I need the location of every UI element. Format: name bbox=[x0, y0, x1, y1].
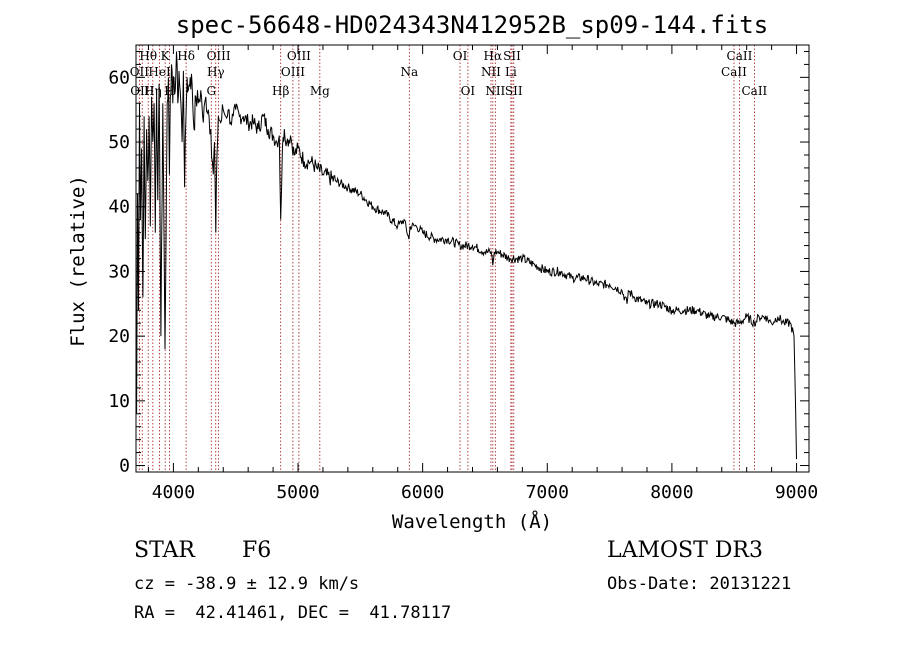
x-tick-label: 5000 bbox=[276, 482, 319, 503]
y-tick-label: 0 bbox=[119, 456, 130, 477]
line-label: OIII bbox=[287, 49, 311, 63]
line-label: Mg bbox=[310, 84, 330, 98]
y-axis-label: Flux (relative) bbox=[67, 175, 89, 347]
chart-title: spec-56648-HD024343N412952B_sp09-144.fit… bbox=[176, 11, 768, 39]
line-label: OIII bbox=[207, 49, 231, 63]
y-tick-label: 60 bbox=[108, 67, 130, 88]
x-tick-label: 9000 bbox=[775, 482, 818, 503]
line-label: K bbox=[161, 49, 171, 63]
line-label: Hβ bbox=[272, 84, 289, 98]
line-label: Hη bbox=[144, 84, 162, 98]
line-label: OIII bbox=[281, 65, 305, 79]
x-tick-label: 7000 bbox=[526, 482, 569, 503]
line-label: Hγ bbox=[207, 65, 225, 79]
line-label: NII bbox=[481, 65, 501, 79]
coordinates: RA = 42.41461, DEC = 41.78117 bbox=[134, 603, 452, 623]
x-tick-label: 8000 bbox=[650, 482, 693, 503]
redshift-velocity: cz = -38.9 ± 12.9 km/s bbox=[134, 574, 360, 594]
plot-frame bbox=[135, 44, 810, 473]
line-label: HeI bbox=[148, 65, 171, 79]
line-label: OI bbox=[461, 84, 476, 98]
object-class: STAR bbox=[134, 538, 195, 563]
line-label: NII bbox=[485, 84, 505, 98]
survey-name: LAMOST DR3 bbox=[607, 538, 763, 563]
line-label: CaII bbox=[721, 65, 747, 79]
x-tick-label: 4000 bbox=[152, 482, 195, 503]
spectrum-line bbox=[135, 51, 797, 460]
y-tick-label: 40 bbox=[108, 197, 130, 218]
line-label: CaII bbox=[727, 49, 753, 63]
line-label: Hθ bbox=[139, 49, 157, 63]
x-tick-label: 6000 bbox=[401, 482, 444, 503]
object-subclass: F6 bbox=[242, 538, 272, 563]
line-label: CaII bbox=[741, 84, 767, 98]
line-label: Hα bbox=[484, 49, 503, 63]
line-label: Hδ bbox=[177, 49, 195, 63]
line-label: G bbox=[206, 84, 216, 98]
line-markers bbox=[138, 45, 755, 472]
y-tick-label: 30 bbox=[108, 261, 130, 282]
line-label: Li bbox=[505, 65, 517, 79]
x-axis: 4000 5000 6000 7000 8000 9000 bbox=[147, 45, 818, 503]
line-label: SII bbox=[505, 84, 523, 98]
line-label: OI bbox=[453, 49, 468, 63]
y-tick-label: 10 bbox=[108, 391, 130, 412]
observation-date: Obs-Date: 20131221 bbox=[607, 574, 792, 594]
line-label: SII bbox=[503, 49, 521, 63]
y-tick-label: 20 bbox=[108, 326, 130, 347]
line-label: OII bbox=[130, 65, 150, 79]
y-tick-label: 50 bbox=[108, 132, 130, 153]
y-axis: 0 10 20 30 40 50 60 bbox=[108, 50, 809, 477]
line-label: H bbox=[164, 84, 174, 98]
line-label: Na bbox=[400, 65, 418, 79]
x-axis-label: Wavelength (Å) bbox=[392, 510, 552, 533]
